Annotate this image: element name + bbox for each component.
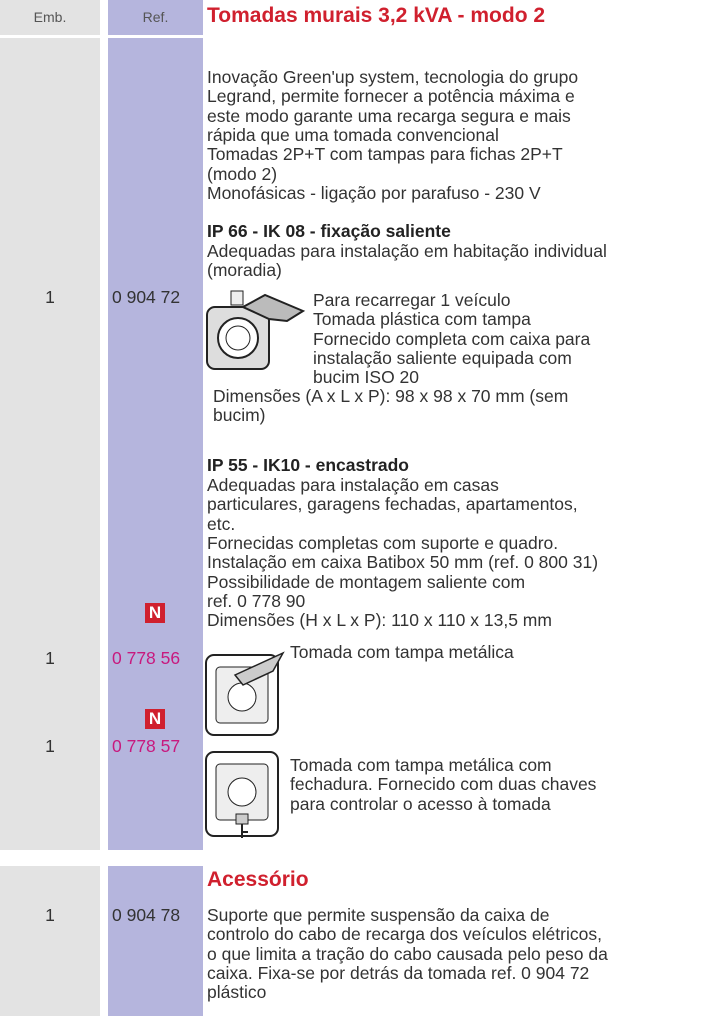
ref-header: Ref. <box>142 9 169 25</box>
emb-column <box>0 38 100 850</box>
emb: 1 <box>45 736 55 756</box>
accessory-line: caixa. Fixa-se por detrás da tomada ref.… <box>207 962 590 983</box>
description-line: Fornecidas completas com suporte e quadr… <box>207 532 559 553</box>
socket-image <box>206 290 306 370</box>
emb-column <box>0 866 100 1016</box>
item-text-line: Tomada plástica com tampa <box>313 309 531 330</box>
emb-header-cell <box>0 0 100 35</box>
description-line: Possibilidade de montagem saliente com <box>207 571 526 592</box>
emb: 1 <box>45 287 55 307</box>
description-line: Instalação em caixa Batibox 50 mm (ref. … <box>207 552 599 573</box>
accessory-line: plástico <box>207 982 267 1003</box>
item-text-line: bucim ISO 20 <box>313 367 420 388</box>
accessory-line: controlo do cabo de recarga dos veículos… <box>207 924 602 945</box>
item-text-line: Tomada com tampa metálica com <box>290 755 552 775</box>
intro-line: este modo garante uma recarga segura e m… <box>207 105 571 126</box>
ref: 0 778 56 <box>112 648 181 668</box>
accessory-line: Suporte que permite suspensão da caixa d… <box>207 905 550 925</box>
new-badge: N <box>145 709 165 729</box>
description-line: Adequadas para instalação em habitação i… <box>207 241 607 261</box>
intro-line: rápida que uma tomada convencional <box>207 124 499 145</box>
description-line: particulares, garagens fechadas, apartam… <box>207 494 578 515</box>
emb-header: Emb. <box>33 9 67 25</box>
item-text-line: Para recarregar 1 veículo <box>313 290 511 310</box>
ref-column <box>108 866 203 1016</box>
section-title: Acessório <box>207 868 309 891</box>
intro-line: Monofásicas - ligação por parafuso - 230… <box>207 182 541 203</box>
item-text-line: para controlar o acesso à tomada <box>290 793 551 814</box>
new-badge: N <box>145 603 165 623</box>
ref-header-cell <box>108 0 203 35</box>
dimensions-line: Dimensões (A x L x P): 98 x 98 x 70 mm (… <box>213 386 569 406</box>
socket-image <box>205 751 279 838</box>
description-line: etc. <box>207 513 236 534</box>
socket-image <box>205 651 285 736</box>
ref: 0 778 57 <box>112 736 181 756</box>
ref: 0 904 78 <box>112 905 181 925</box>
intro-line: Legrand, permite fornecer a potência máx… <box>207 86 575 107</box>
ref: 0 904 72 <box>112 287 181 307</box>
emb: 1 <box>45 648 55 668</box>
item-text-line: Fornecido completa com caixa para <box>313 328 591 349</box>
heading: IP 55 - IK10 - encastrado <box>207 455 409 475</box>
heading: IP 66 - IK 08 - fixação saliente <box>207 221 451 241</box>
intro-line: Tomadas 2P+T com tampas para fichas 2P+T <box>207 144 563 165</box>
description-line: ref. 0 778 90 <box>207 590 306 611</box>
description-line: Adequadas para instalação em casas <box>207 475 499 495</box>
intro-line: (modo 2) <box>207 163 278 184</box>
accessory-line: o que limita a tração do cabo causada pe… <box>207 943 608 964</box>
item-text-line: instalação saliente equipada com <box>313 347 572 368</box>
description-line: Dimensões (H x L x P): 110 x 110 x 13,5 … <box>207 610 552 631</box>
item-text-line: fechadura. Fornecido com duas chaves <box>290 774 597 795</box>
item-text-line: Tomada com tampa metálica <box>290 642 514 662</box>
dimensions-line: bucim) <box>213 405 266 426</box>
intro-line: Inovação Green'up system, tecnologia do … <box>207 67 579 87</box>
description-line: (moradia) <box>207 260 282 281</box>
emb: 1 <box>45 905 55 925</box>
title: Tomadas murais 3,2 kVA - modo 2 <box>207 4 546 27</box>
